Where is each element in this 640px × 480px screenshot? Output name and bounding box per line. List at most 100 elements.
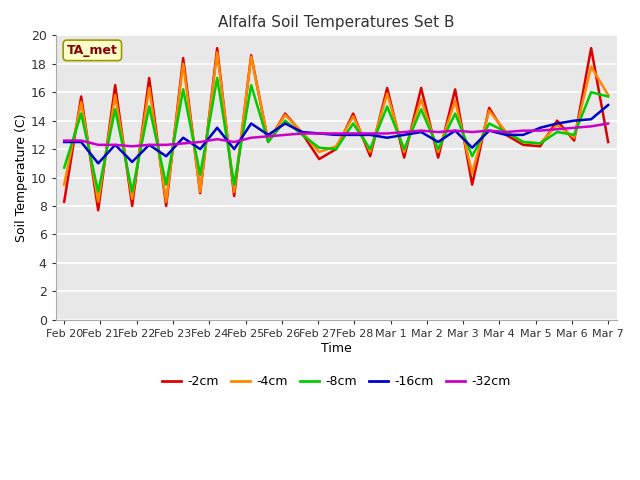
-8cm: [179, 86, 187, 92]
-8cm: [383, 104, 391, 109]
-32cm: [196, 139, 204, 145]
-4cm: [554, 122, 561, 128]
-2cm: [417, 85, 425, 91]
-2cm: [179, 55, 187, 61]
-4cm: [417, 96, 425, 102]
-8cm: [282, 118, 289, 123]
-8cm: [298, 132, 306, 138]
-8cm: [213, 75, 221, 81]
-4cm: [111, 92, 119, 98]
-2cm: [77, 94, 85, 99]
-4cm: [145, 85, 153, 91]
Line: -2cm: -2cm: [64, 48, 608, 210]
-4cm: [179, 61, 187, 67]
-4cm: [468, 170, 476, 176]
-4cm: [502, 129, 510, 135]
-32cm: [111, 142, 119, 148]
-16cm: [435, 139, 442, 145]
-16cm: [196, 146, 204, 152]
-4cm: [485, 108, 493, 114]
-32cm: [604, 120, 612, 126]
-4cm: [129, 196, 136, 202]
-2cm: [383, 85, 391, 91]
-2cm: [145, 75, 153, 81]
-16cm: [417, 129, 425, 135]
-16cm: [179, 135, 187, 141]
-32cm: [554, 126, 561, 132]
-8cm: [485, 120, 493, 126]
-4cm: [349, 113, 357, 119]
-32cm: [570, 125, 578, 131]
Line: -32cm: -32cm: [64, 123, 608, 146]
-4cm: [316, 149, 323, 155]
-32cm: [536, 128, 544, 133]
-4cm: [451, 98, 459, 104]
-4cm: [570, 135, 578, 141]
Line: -16cm: -16cm: [64, 105, 608, 163]
-8cm: [230, 182, 238, 188]
-4cm: [383, 91, 391, 96]
-4cm: [519, 139, 527, 145]
-4cm: [332, 144, 340, 149]
-16cm: [247, 120, 255, 126]
-32cm: [366, 131, 374, 136]
-2cm: [536, 144, 544, 149]
-4cm: [435, 149, 442, 155]
-8cm: [604, 94, 612, 99]
-16cm: [282, 120, 289, 126]
-32cm: [213, 136, 221, 142]
-16cm: [298, 129, 306, 135]
-16cm: [129, 159, 136, 165]
-16cm: [77, 139, 85, 145]
-2cm: [435, 155, 442, 160]
-8cm: [264, 139, 272, 145]
-2cm: [502, 132, 510, 138]
-2cm: [570, 138, 578, 144]
-8cm: [570, 132, 578, 138]
-32cm: [94, 142, 102, 148]
-2cm: [451, 86, 459, 92]
-4cm: [77, 99, 85, 105]
-32cm: [588, 123, 595, 129]
-8cm: [519, 139, 527, 145]
-32cm: [519, 128, 527, 133]
Legend: -2cm, -4cm, -8cm, -16cm, -32cm: -2cm, -4cm, -8cm, -16cm, -32cm: [157, 370, 515, 393]
-2cm: [282, 111, 289, 117]
-2cm: [94, 207, 102, 213]
-4cm: [163, 199, 170, 204]
-2cm: [111, 82, 119, 88]
-16cm: [468, 145, 476, 151]
-16cm: [366, 132, 374, 138]
-2cm: [247, 52, 255, 58]
X-axis label: Time: Time: [321, 342, 351, 355]
-4cm: [588, 64, 595, 70]
-16cm: [502, 132, 510, 138]
-32cm: [417, 128, 425, 133]
-8cm: [332, 146, 340, 152]
-32cm: [332, 131, 340, 136]
-16cm: [60, 139, 68, 145]
-2cm: [349, 111, 357, 117]
-32cm: [435, 129, 442, 135]
-4cm: [94, 199, 102, 204]
-32cm: [451, 128, 459, 133]
-4cm: [196, 189, 204, 195]
-32cm: [400, 129, 408, 135]
-16cm: [213, 125, 221, 131]
-8cm: [129, 189, 136, 195]
-32cm: [502, 129, 510, 135]
-16cm: [400, 132, 408, 138]
-4cm: [247, 54, 255, 60]
-16cm: [349, 132, 357, 138]
-8cm: [145, 104, 153, 109]
-32cm: [468, 129, 476, 135]
-4cm: [298, 129, 306, 135]
-16cm: [588, 116, 595, 122]
-2cm: [196, 190, 204, 196]
-16cm: [536, 125, 544, 131]
-2cm: [519, 142, 527, 148]
-8cm: [349, 120, 357, 126]
-16cm: [145, 142, 153, 148]
-4cm: [264, 138, 272, 144]
-8cm: [400, 146, 408, 152]
